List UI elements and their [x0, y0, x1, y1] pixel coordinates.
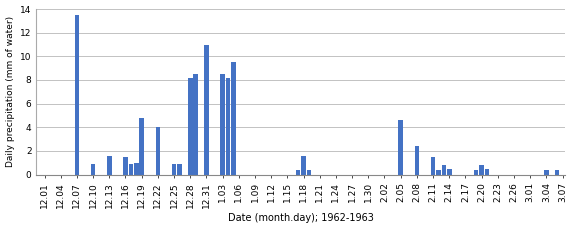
Bar	[544, 170, 548, 174]
Bar	[479, 165, 484, 174]
Bar	[204, 44, 209, 174]
Bar	[296, 170, 300, 174]
X-axis label: Date (month.day); 1962-1963: Date (month.day); 1962-1963	[228, 213, 374, 224]
Bar	[431, 157, 435, 174]
Bar	[231, 62, 236, 174]
Bar	[474, 170, 478, 174]
Bar	[156, 127, 160, 174]
Bar	[188, 78, 193, 174]
Y-axis label: Daily precipitation (mm of water): Daily precipitation (mm of water)	[6, 16, 14, 167]
Bar	[91, 164, 96, 174]
Bar	[172, 164, 176, 174]
Bar	[123, 157, 128, 174]
Bar	[107, 155, 112, 174]
Bar	[485, 169, 489, 174]
Bar	[307, 170, 311, 174]
Bar	[134, 163, 139, 174]
Bar	[128, 164, 133, 174]
Bar	[301, 155, 306, 174]
Bar	[414, 146, 419, 174]
Bar	[193, 74, 198, 174]
Bar	[398, 120, 403, 174]
Bar	[177, 164, 182, 174]
Bar	[436, 170, 441, 174]
Bar	[139, 118, 144, 174]
Bar	[226, 78, 230, 174]
Bar	[555, 170, 559, 174]
Bar	[447, 169, 452, 174]
Bar	[442, 165, 446, 174]
Bar	[74, 15, 79, 174]
Bar	[220, 74, 225, 174]
